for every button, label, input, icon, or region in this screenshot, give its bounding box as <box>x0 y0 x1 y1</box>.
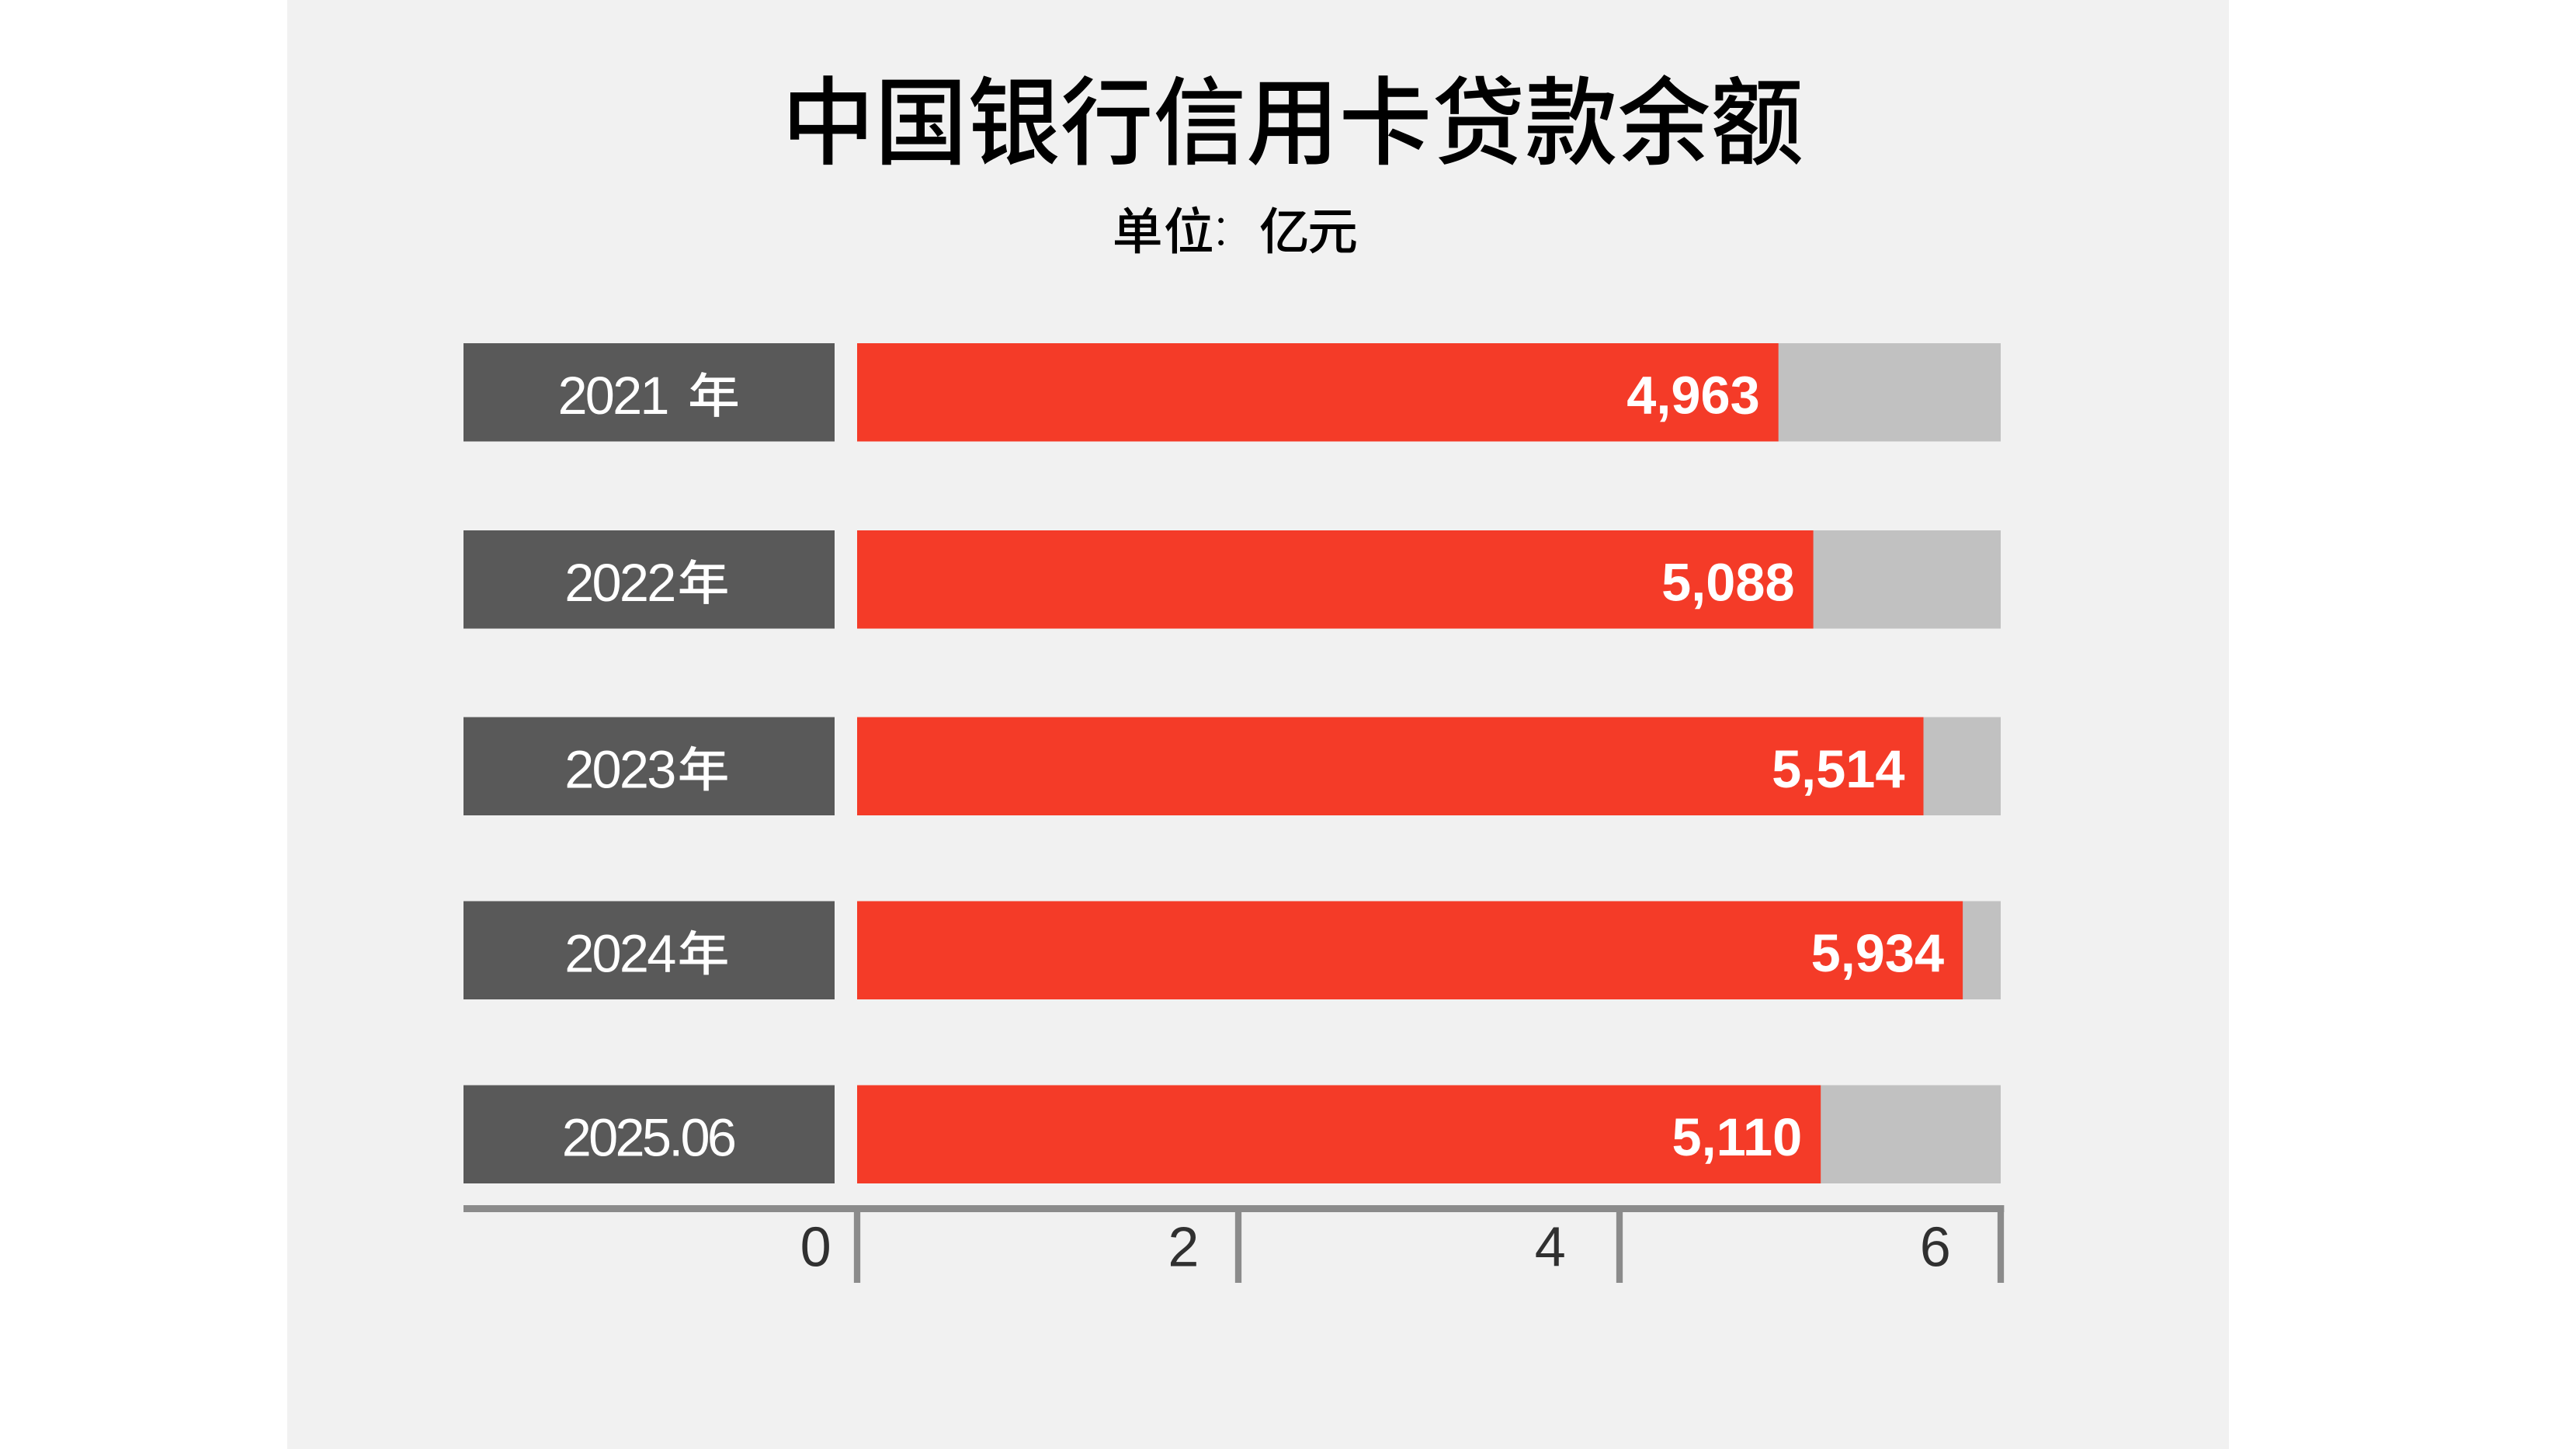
svg-text:5,088: 5,088 <box>1661 552 1794 612</box>
svg-text:4: 4 <box>1535 1217 1566 1279</box>
svg-text:4,963: 4,963 <box>1626 365 1759 425</box>
svg-text:2021: 2021 <box>558 366 670 426</box>
svg-text:0: 0 <box>800 1217 831 1279</box>
svg-text:2024: 2024 <box>564 924 676 984</box>
svg-text:2: 2 <box>1168 1217 1199 1279</box>
svg-text:2025.06: 2025.06 <box>562 1108 737 1168</box>
svg-text:5,110: 5,110 <box>1672 1107 1803 1167</box>
svg-text:5,514: 5,514 <box>1772 739 1904 799</box>
svg-text:2023: 2023 <box>564 740 676 800</box>
svg-text:2022: 2022 <box>564 553 676 613</box>
svg-text:6: 6 <box>1920 1217 1951 1279</box>
svg-text:5,934: 5,934 <box>1811 923 1944 983</box>
